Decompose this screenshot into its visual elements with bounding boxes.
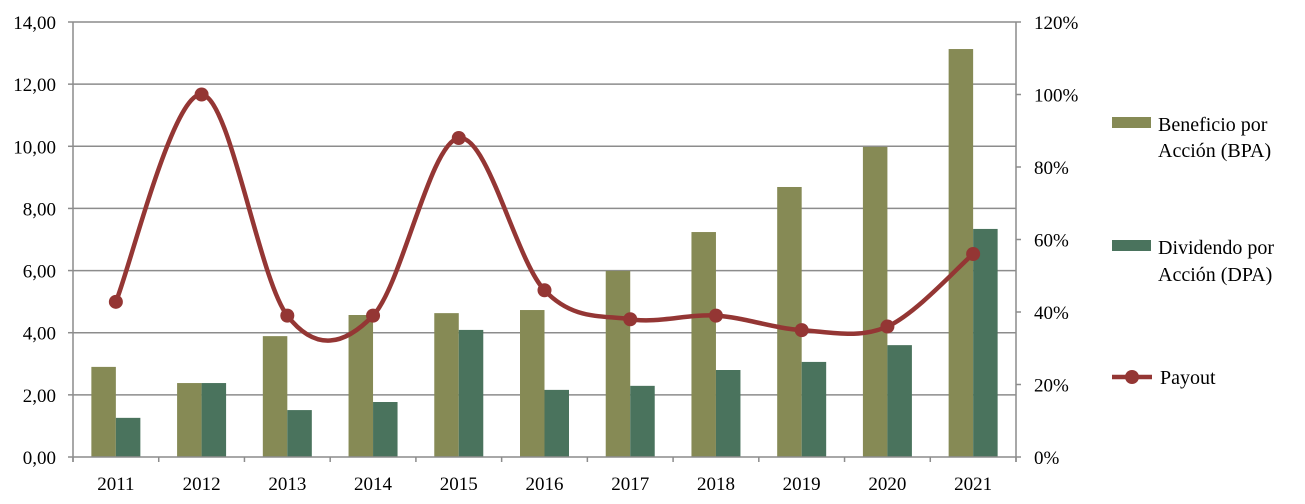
- payout-marker: [366, 308, 381, 323]
- payout-marker: [623, 312, 638, 327]
- y-left-tick-label: 8,00: [23, 199, 56, 220]
- payout-marker: [880, 319, 895, 334]
- legend-label-bpa: Beneficio por: [1158, 114, 1268, 136]
- dpa-bar: [201, 383, 227, 457]
- dpa-bar: [373, 402, 398, 457]
- y-right-tick-label: 40%: [1034, 303, 1069, 324]
- dpa-bar: [973, 228, 998, 457]
- axes: 0,00 2,00 4,00 6,00 8,00 10,00 12,00 14,00 0% 20%…: [13, 13, 1078, 495]
- payout-marker: [108, 294, 123, 309]
- y-right-tick-label: 120%: [1034, 13, 1079, 34]
- y-left-tick-label: 6,00: [23, 262, 56, 283]
- legend-label-dpa: Acción (DPA): [1158, 264, 1272, 286]
- x-tick-label: 2012: [183, 474, 221, 495]
- y-right-tick-label: 0%: [1034, 448, 1060, 469]
- bpa-bar: [348, 315, 374, 457]
- dpa-bar: [887, 345, 912, 457]
- dpa-bar: [287, 410, 312, 457]
- legend-swatch-dpa: [1112, 240, 1151, 251]
- legend: Beneficio por Acción (BPA) Dividendo por Ac…: [1112, 114, 1274, 389]
- y-left-tick-label: 10,00: [13, 137, 56, 158]
- payout-line: [113, 92, 975, 343]
- payout-marker: [708, 308, 723, 323]
- dpa-bar: [544, 389, 569, 457]
- bpa-bar: [777, 186, 802, 457]
- y-left-tick-label: 0,00: [23, 448, 56, 469]
- bpa-bar: [862, 146, 888, 457]
- bpa-bar: [262, 336, 288, 457]
- x-tick-label: 2013: [268, 474, 306, 495]
- payout-marker: [280, 308, 295, 323]
- y-left-tick-label: 12,00: [13, 75, 56, 96]
- x-tick-label: 2018: [697, 474, 735, 495]
- payout-marker: [966, 247, 981, 261]
- x-tick-label: 2016: [526, 474, 564, 495]
- dpa-bar: [715, 370, 741, 457]
- y-left-tick-label: 14,00: [13, 13, 56, 34]
- legend-label-bpa: Acción (BPA): [1158, 140, 1271, 162]
- y-left-tick-label: 4,00: [23, 324, 56, 345]
- payout-marker: [451, 131, 466, 145]
- legend-swatch-bpa: [1112, 117, 1151, 128]
- bpa-bar: [691, 232, 716, 457]
- bpa-bar: [177, 383, 202, 457]
- payout-marker: [794, 323, 809, 338]
- bpa-bar: [520, 310, 545, 457]
- legend-label-payout: Payout: [1160, 367, 1216, 389]
- bars: [91, 49, 998, 458]
- x-tick-label: 2017: [611, 474, 649, 495]
- bpa-bar: [91, 366, 116, 457]
- payout-line-group: [108, 87, 981, 343]
- dpa-bar: [458, 329, 484, 457]
- x-tick-label: 2011: [97, 474, 134, 495]
- bpa-bar: [605, 270, 631, 457]
- y-left-tick-label: 2,00: [23, 386, 56, 407]
- dpa-bar: [630, 385, 655, 457]
- legend-label-dpa: Dividendo por: [1158, 237, 1274, 259]
- x-tick-label: 2014: [354, 474, 393, 495]
- y-right-tick-label: 80%: [1034, 158, 1069, 179]
- dpa-bar: [801, 361, 827, 457]
- payout-marker: [194, 87, 209, 102]
- y-right-tick-label: 60%: [1034, 231, 1069, 252]
- x-tick-label: 2019: [783, 474, 821, 495]
- x-tick-label: 2015: [440, 474, 478, 495]
- payout-marker: [537, 283, 552, 298]
- bpa-bar: [434, 313, 459, 457]
- dpa-bar: [115, 417, 141, 457]
- x-tick-label: 2020: [868, 474, 906, 495]
- x-tick-label: 2021: [954, 474, 992, 495]
- y-right-tick-label: 20%: [1034, 376, 1069, 397]
- legend-marker-payout: [1125, 370, 1139, 384]
- y-right-tick-label: 100%: [1034, 86, 1079, 107]
